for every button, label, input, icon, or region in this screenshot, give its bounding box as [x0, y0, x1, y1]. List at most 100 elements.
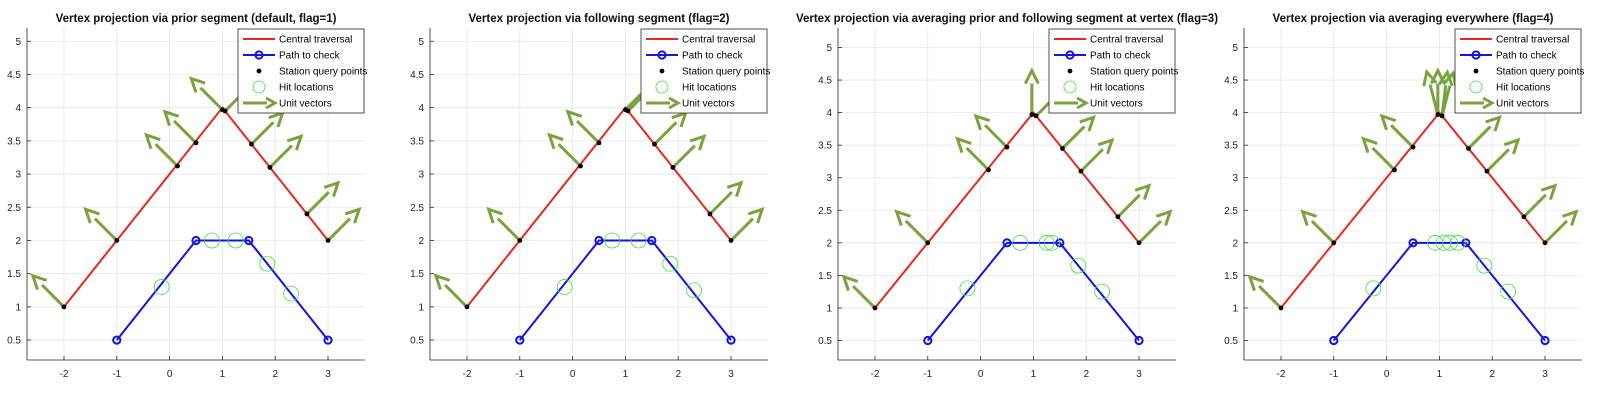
unit-vector-shaft — [154, 143, 179, 168]
y-tick-label: 4 — [418, 103, 424, 114]
station-query-point — [222, 108, 228, 114]
path-to-check-marker — [1055, 238, 1065, 248]
chart-title: Vertex projection via averaging prior an… — [796, 13, 1218, 25]
hit-location — [662, 255, 679, 272]
station-query-point — [1410, 144, 1416, 150]
hit-location — [1442, 234, 1458, 251]
unit-vector-shaft — [653, 121, 678, 146]
x-tick-label: -1 — [515, 369, 524, 380]
station-query-point — [517, 238, 523, 243]
hit-location — [1043, 234, 1060, 251]
station-query-point — [1136, 240, 1142, 246]
unit-vector-shaft — [984, 124, 1009, 149]
hit-location — [1449, 234, 1466, 251]
y-tick-label: 4 — [826, 108, 832, 119]
x-tick-label: 3 — [1136, 369, 1142, 380]
station-query-point — [249, 141, 254, 147]
y-tick-label: 3 — [418, 170, 424, 181]
y-tick-label: 2 — [418, 236, 424, 247]
unit-vector-head — [973, 113, 991, 131]
station-query-point — [175, 163, 180, 169]
chart-panel-4: -2 -1 0 1 2 3 0.5 1 1.5 2 2.5 3 3.5 4 4.5 5 Vertex proje… — [1224, 13, 1584, 380]
unit-vector-shaft — [1079, 148, 1104, 173]
legend-marker-hit — [1063, 80, 1077, 94]
station-query-point — [578, 163, 583, 169]
unit-vector-shaft — [496, 217, 521, 242]
legend-marker-station — [659, 68, 665, 74]
y-tick-label: 2 — [1232, 238, 1238, 249]
station-query-point — [872, 305, 878, 311]
legend-label: Central traversal — [1496, 35, 1569, 46]
unit-vector-shaft — [1310, 219, 1335, 244]
x-tick-label: 2 — [1489, 369, 1495, 380]
unit-vector-shaft — [1371, 146, 1396, 171]
y-tick-label: 0.5 — [7, 336, 21, 347]
unit-vector-shaft — [1390, 124, 1415, 149]
legend-label: Hit locations — [279, 83, 333, 94]
unit-vector-head — [1097, 137, 1115, 155]
unit-vector-head — [547, 132, 564, 150]
unit-vector-shaft — [1522, 193, 1547, 218]
y-tick-label: 1.5 — [7, 269, 21, 280]
unit-vector-shaft — [1467, 125, 1492, 150]
legend-label: Unit vectors — [682, 99, 735, 110]
y-tick-label: 5 — [826, 43, 832, 54]
legend-label: Unit vectors — [1090, 99, 1143, 110]
x-tick-label: 3 — [1542, 369, 1548, 380]
y-tick-label: 5 — [1232, 43, 1238, 54]
y-tick-label: 4 — [1232, 108, 1238, 119]
hit-location — [1070, 257, 1087, 274]
station-query-point — [1439, 113, 1445, 119]
unit-vector-head — [1023, 67, 1040, 85]
unit-vector-shaft — [1485, 148, 1510, 173]
unit-vector-head — [1438, 68, 1454, 87]
unit-vector-head — [486, 207, 503, 224]
hit-location — [1365, 280, 1382, 297]
path-to-check-line — [1333, 241, 1546, 342]
x-tick-label: 1 — [1031, 369, 1037, 380]
unit-vector-head — [1561, 209, 1579, 226]
legend-marker-station — [1067, 68, 1073, 74]
unit-vector-head — [1379, 113, 1397, 131]
hit-location — [959, 280, 976, 297]
y-tick-label: 2.5 — [410, 203, 424, 214]
station-query-point — [596, 140, 602, 146]
unit-vector-head — [1361, 136, 1378, 154]
y-tick-label: 1 — [826, 303, 832, 314]
legend-marker-path-circle — [254, 50, 264, 60]
legend-label: Unit vectors — [279, 99, 332, 110]
hit-location — [283, 285, 299, 302]
x-tick-label: -2 — [1277, 369, 1286, 380]
hit-location — [604, 232, 621, 249]
station-query-point — [114, 238, 120, 243]
legend: Central traversal Path to check Station qu… — [1454, 28, 1584, 114]
chart-title: Vertex projection via averaging everywhe… — [1273, 13, 1554, 25]
hit-location — [630, 232, 647, 249]
unit-vector-shaft — [199, 86, 224, 111]
hit-location — [1476, 257, 1493, 274]
unit-vector-shaft — [708, 190, 733, 215]
path-to-check-marker — [1134, 335, 1144, 346]
legend-label: Hit locations — [1090, 83, 1144, 94]
x-tick-label: 3 — [728, 369, 734, 380]
y-tick-label: 4.5 — [818, 76, 832, 87]
unit-vector-shaft — [851, 284, 877, 309]
y-tick-label: 3.5 — [818, 141, 832, 152]
x-tick-label: 2 — [272, 369, 278, 380]
legend: Central traversal Path to check Station qu… — [237, 28, 367, 114]
legend: Central traversal Path to check Station qu… — [640, 28, 770, 114]
unit-vector-shaft — [1257, 284, 1283, 309]
y-tick-label: 4.5 — [7, 70, 21, 81]
hit-location — [227, 232, 244, 249]
station-query-point — [325, 238, 331, 243]
unit-vector-shaft — [268, 144, 293, 169]
y-tick-label: 1 — [15, 302, 21, 313]
legend-marker-vector-head — [265, 96, 279, 110]
hit-location — [1094, 283, 1110, 300]
y-tick-label: 2.5 — [7, 203, 21, 214]
path-to-check-marker — [323, 335, 333, 345]
y-tick-label: 1 — [1232, 303, 1238, 314]
legend-label: Path to check — [279, 51, 341, 62]
unit-vector-shaft — [40, 283, 66, 308]
